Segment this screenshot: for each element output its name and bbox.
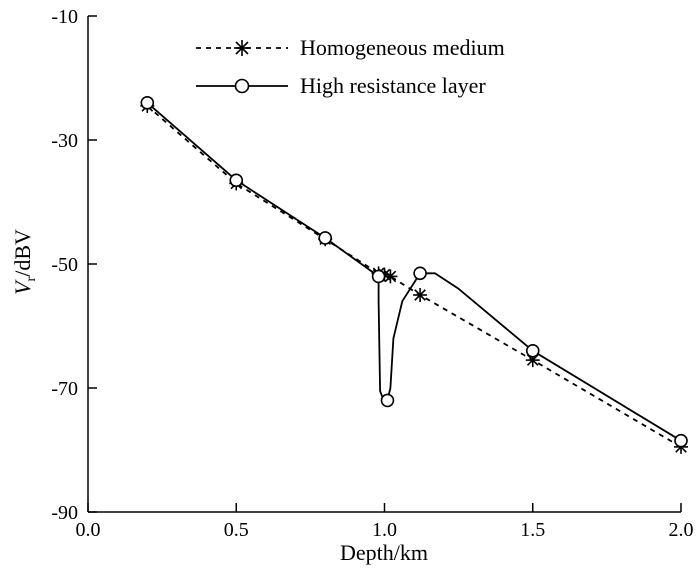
y-axis-title-sub: r: [24, 276, 39, 281]
legend-label: High resistance layer: [300, 73, 486, 98]
y-tick-label: -90: [51, 502, 78, 524]
y-tick-label: -10: [51, 6, 78, 28]
circle-marker: [674, 433, 688, 448]
legend-item: High resistance layer: [196, 73, 486, 98]
series-1: [140, 96, 688, 448]
y-tick-label: -50: [51, 254, 78, 276]
asterisk-stroke: [384, 270, 397, 283]
circle-marker: [234, 78, 250, 94]
y-axis-title-main: V: [10, 279, 35, 295]
asterisk-stroke: [414, 289, 426, 301]
circle-marker: [371, 269, 386, 284]
circle-marker: [140, 96, 155, 110]
x-axis-title: Depth/km: [340, 540, 428, 565]
x-tick-label: 1.5: [520, 519, 545, 541]
y-axis-title-rest: /dBV: [10, 229, 35, 277]
y-tick-label: -30: [51, 130, 78, 152]
y-axis-title: Vr/dBV: [10, 229, 39, 295]
series-layer: [140, 96, 688, 454]
circle-marker: [525, 343, 540, 358]
asterisk-stroke: [235, 41, 249, 55]
legend-item: Homogeneous medium: [196, 35, 505, 60]
x-tick-label: 0.5: [224, 519, 249, 541]
x-tick-label: 0.0: [76, 519, 101, 541]
asterisk-marker: [234, 40, 250, 56]
y-tick-label: -70: [51, 378, 78, 400]
x-tick-label: 2.0: [669, 519, 694, 541]
asterisk-marker: [383, 269, 398, 284]
asterisk-marker: [413, 288, 428, 302]
circle-marker: [318, 231, 333, 245]
circle-marker: [413, 266, 427, 281]
legend-label: Homogeneous medium: [300, 35, 505, 60]
legend: Homogeneous medium High resistance layer: [196, 35, 505, 98]
circle-marker: [229, 173, 244, 188]
circle-marker: [380, 393, 395, 408]
axis-ticks: 0.0 0.5 1.0 1.5 2.0 -10 -30 -50 -70 -90: [51, 6, 693, 541]
x-tick-label: 1.0: [372, 519, 397, 541]
